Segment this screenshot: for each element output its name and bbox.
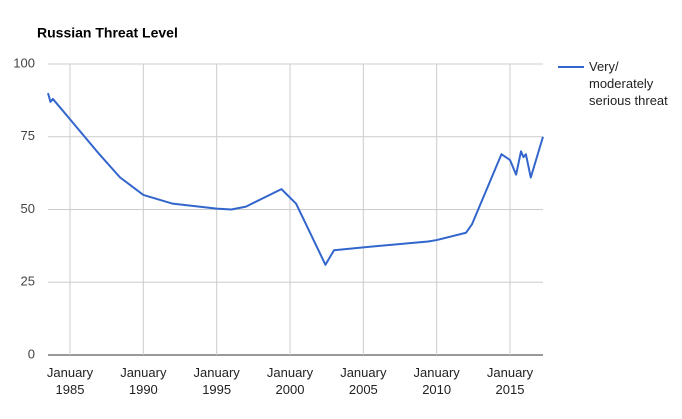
y-tick-label: 50: [21, 201, 35, 216]
data-line: [47, 92, 544, 266]
x-tick-label: January 1985: [46, 365, 94, 397]
y-tick-label: 100: [13, 55, 35, 70]
x-tick-label: January 2010: [413, 365, 460, 397]
x-tick-label: January 1995: [193, 365, 240, 397]
x-tick-label: January 2015: [486, 365, 534, 397]
legend-label: Very/ moderately serious threat: [589, 59, 668, 108]
x-tick-label: January 2005: [340, 365, 387, 397]
y-tick-label: 75: [21, 128, 35, 143]
x-tick-label: January 1990: [120, 365, 167, 397]
y-tick-label: 25: [21, 274, 35, 289]
y-tick-label: 0: [28, 346, 35, 361]
x-tick-label: January 2000: [266, 365, 314, 397]
chart-title: Russian Threat Level: [37, 25, 178, 41]
